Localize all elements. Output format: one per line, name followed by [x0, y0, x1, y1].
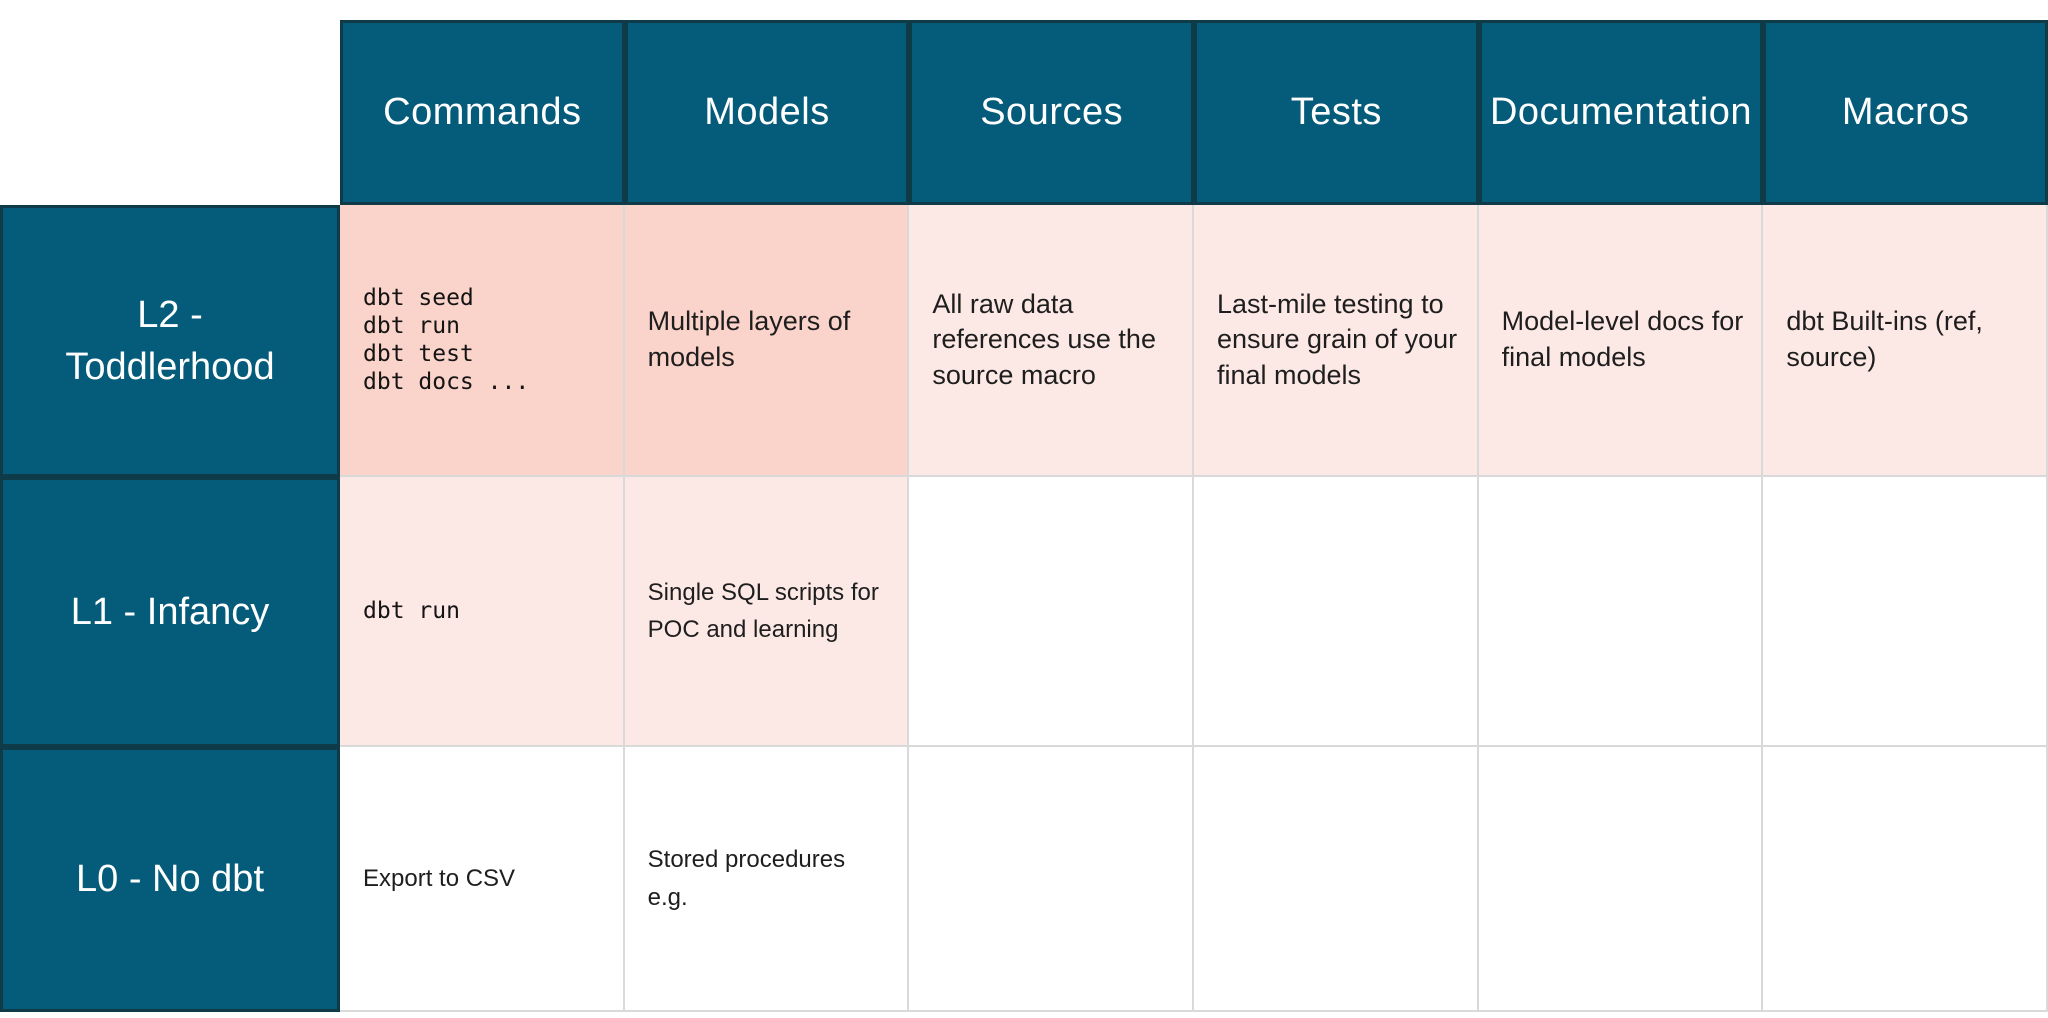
cell-text: dbt seed dbt run dbt test dbt docs ... — [363, 284, 530, 396]
cell-l0-commands: Export to CSV — [340, 747, 625, 1012]
row-header-label: L1 - Infancy — [70, 590, 270, 633]
column-header-documentation: Documentation — [1478, 20, 1764, 205]
cell-l1-macros — [1763, 477, 2048, 747]
maturity-matrix-table: Commands Models Sources Tests Documentat… — [0, 20, 2048, 1012]
cell-l2-models: Multiple layers of models — [624, 205, 910, 477]
cell-l1-documentation — [1478, 477, 1764, 747]
cell-l0-documentation — [1478, 747, 1764, 1012]
cell-l1-tests — [1193, 477, 1479, 747]
column-header-label: Commands — [383, 91, 582, 133]
row-header-l0-no-dbt: L0 - No dbt — [0, 747, 340, 1012]
cell-text: Single SQL scripts for POC and learning — [647, 578, 879, 643]
column-header-tests: Tests — [1193, 20, 1479, 205]
column-header-label: Tests — [1290, 91, 1382, 133]
cell-text: Multiple layers of models — [647, 306, 851, 372]
cell-l2-sources: All raw data references use the source m… — [909, 205, 1194, 477]
column-header-models: Models — [624, 20, 910, 205]
cell-text: Last-mile testing to ensure grain of you… — [1216, 288, 1458, 390]
column-header-label: Sources — [980, 91, 1124, 133]
cell-l0-sources — [909, 747, 1194, 1012]
cell-l0-macros — [1763, 747, 2048, 1012]
cell-l2-tests: Last-mile testing to ensure grain of you… — [1193, 205, 1479, 477]
cell-l2-macros: dbt Built-ins (ref, source) — [1763, 205, 2048, 477]
cell-text: All raw data references use the source m… — [932, 288, 1156, 390]
row-header-label: L2 - Toddlerhood — [65, 293, 275, 388]
column-header-commands: Commands — [340, 20, 625, 205]
row-header-l2-toddlerhood: L2 - Toddlerhood — [0, 205, 340, 477]
column-header-label: Macros — [1841, 91, 1970, 133]
cell-l0-models: Stored procedures e.g. — [624, 747, 910, 1012]
cell-l1-commands: dbt run — [340, 477, 625, 747]
cell-text: dbt run — [363, 597, 460, 624]
cell-l0-tests — [1193, 747, 1479, 1012]
row-header-label: L0 - No dbt — [76, 858, 264, 901]
cell-text: Stored procedures e.g. — [647, 846, 846, 911]
column-header-label: Documentation — [1489, 91, 1753, 133]
cell-l1-models: Single SQL scripts for POC and learning — [624, 477, 910, 747]
row-header-l1-infancy: L1 - Infancy — [0, 477, 340, 747]
column-header-sources: Sources — [909, 20, 1194, 205]
column-header-macros: Macros — [1763, 20, 2048, 205]
corner-spacer — [0, 20, 340, 205]
cell-l2-commands: dbt seed dbt run dbt test dbt docs ... — [340, 205, 625, 477]
column-header-label: Models — [704, 91, 830, 133]
cell-l1-sources — [909, 477, 1194, 747]
cell-l2-documentation: Model-level docs for final models — [1478, 205, 1764, 477]
cell-text: dbt Built-ins (ref, source) — [1786, 306, 1983, 372]
cell-text: Model-level docs for final models — [1501, 306, 1744, 372]
cell-text: Export to CSV — [363, 864, 516, 892]
